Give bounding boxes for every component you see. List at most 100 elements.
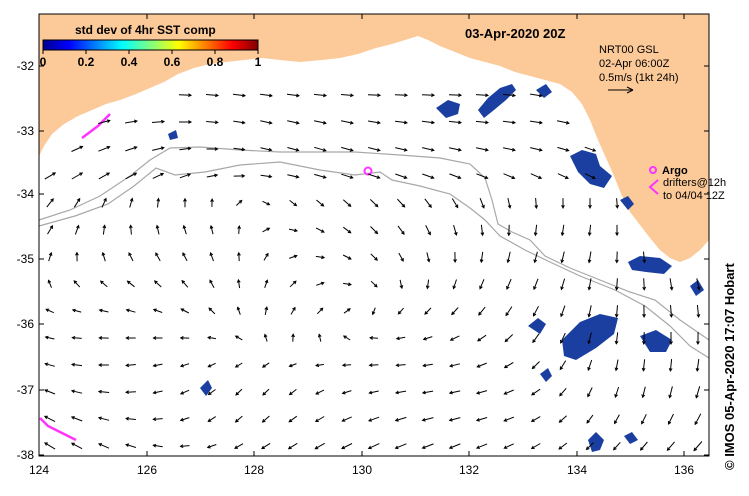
current-arrow xyxy=(477,334,487,342)
x-tick-label: 134 xyxy=(567,463,587,477)
current-arrow xyxy=(314,442,325,450)
current-arrow xyxy=(260,120,273,125)
colorbar-gradient xyxy=(42,39,259,51)
current-arrow xyxy=(43,389,56,395)
drifter-legend-line-2: to 04/04 12Z xyxy=(663,190,725,202)
current-arrow xyxy=(558,415,567,423)
current-arrow xyxy=(530,147,543,152)
colorbar-tick-label: 0 xyxy=(40,55,47,69)
current-arrow xyxy=(125,390,136,395)
current-arrow xyxy=(48,251,53,262)
argo-float-marker xyxy=(363,166,373,176)
y-tick-label: -33 xyxy=(17,124,35,138)
current-arrow xyxy=(209,224,214,235)
current-arrow xyxy=(421,443,434,449)
sst-patch xyxy=(628,256,672,274)
current-arrow xyxy=(316,199,325,207)
y-tick-label: -32 xyxy=(17,59,35,73)
colorbar-tick-label: 0.8 xyxy=(207,55,224,69)
current-arrow xyxy=(152,172,165,179)
current-arrow xyxy=(237,225,241,234)
current-arrow xyxy=(155,252,161,262)
current-arrow xyxy=(152,308,163,313)
current-arrow xyxy=(530,416,541,422)
current-arrow xyxy=(557,146,570,152)
sst-patch xyxy=(168,130,178,140)
current-arrow xyxy=(614,386,620,398)
current-arrow xyxy=(531,388,541,396)
current-arrow xyxy=(668,386,673,399)
current-arrow xyxy=(342,226,352,234)
sst-patch xyxy=(540,368,552,382)
current-arrow xyxy=(693,441,703,452)
current-arrow xyxy=(641,359,646,372)
current-arrow xyxy=(587,251,592,264)
sst-patch xyxy=(200,380,212,396)
current-arrow xyxy=(70,442,83,450)
current-arrow xyxy=(452,279,457,290)
current-arrow xyxy=(98,443,110,449)
current-arrow xyxy=(341,416,352,422)
current-arrow xyxy=(287,442,298,450)
current-arrow xyxy=(232,93,247,98)
current-arrow xyxy=(152,443,163,448)
sst-patch xyxy=(570,150,612,188)
current-arrow xyxy=(125,146,138,152)
current-arrow xyxy=(206,444,217,449)
current-arrow xyxy=(695,359,700,372)
current-arrow xyxy=(530,93,543,98)
sst-patch xyxy=(436,100,460,118)
current-arrow xyxy=(476,173,489,180)
current-arrow xyxy=(560,305,566,318)
sst-patches xyxy=(168,84,704,452)
current-arrow xyxy=(207,389,216,396)
current-arrow xyxy=(503,389,514,395)
current-arrow xyxy=(394,93,409,98)
current-arrow xyxy=(98,119,111,124)
current-arrow xyxy=(614,278,619,291)
current-arrow xyxy=(614,251,619,264)
current-arrow xyxy=(71,172,84,180)
current-arrow xyxy=(287,147,300,152)
current-arrow xyxy=(317,333,322,342)
x-axis: 124 126 128 130 132 134 136 xyxy=(29,14,694,477)
colorbar-tick-label: 0.2 xyxy=(78,55,95,69)
current-arrow xyxy=(44,172,57,180)
current-arrow xyxy=(422,173,435,179)
current-arrow xyxy=(394,390,407,395)
legend: Argo drifters@12h to 04/04 12Z xyxy=(648,165,726,202)
current-arrow xyxy=(152,390,163,395)
current-arrow xyxy=(696,331,700,346)
y-tick-label: -35 xyxy=(17,252,35,266)
current-arrow xyxy=(530,443,541,450)
current-arrow xyxy=(395,147,408,152)
current-arrow xyxy=(503,361,514,369)
shelf-contours xyxy=(38,146,710,359)
current-arrow xyxy=(44,335,55,340)
current-arrow xyxy=(612,441,621,451)
drifter-tracks xyxy=(39,113,111,442)
current-arrow xyxy=(73,280,81,288)
current-arrow xyxy=(642,251,647,264)
current-arrow xyxy=(260,147,273,152)
current-arrow xyxy=(369,199,379,208)
current-arrow xyxy=(316,281,325,286)
current-arrow xyxy=(44,442,56,450)
current-arrow xyxy=(615,224,619,237)
current-arrow xyxy=(101,197,107,208)
current-arrow xyxy=(641,386,646,399)
current-arrow xyxy=(287,174,300,179)
current-arrow xyxy=(343,282,352,287)
current-arrow xyxy=(448,443,461,449)
current-arrow xyxy=(587,305,592,318)
x-tick-label: 126 xyxy=(137,463,157,477)
sst-patch xyxy=(620,196,634,210)
current-arrow xyxy=(421,120,436,125)
product-line-2: 02-Apr 06:00Z xyxy=(599,58,670,70)
current-arrow xyxy=(290,306,296,315)
current-arrow xyxy=(179,389,190,395)
current-arrow xyxy=(642,332,646,345)
current-arrow xyxy=(47,279,52,288)
current-arrow xyxy=(639,441,648,451)
current-arrow xyxy=(341,173,354,179)
